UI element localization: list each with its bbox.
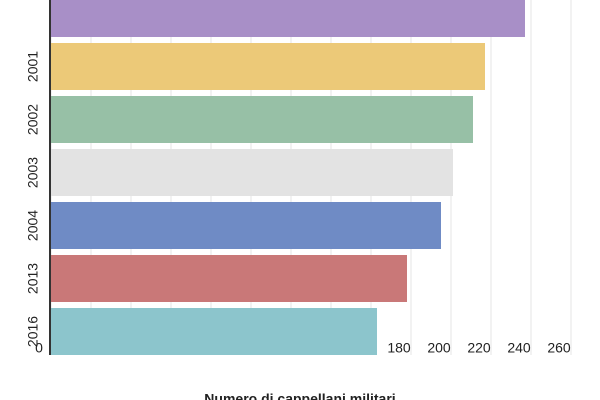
x-tick-label: 240 [507,340,531,356]
bar [51,96,473,143]
x-axis-title: Numero di cappellani militari [204,391,395,400]
y-tick-label: 2016 [25,316,41,347]
x-tick-label: 260 [547,340,571,356]
bar [51,0,525,37]
bar [51,255,407,302]
bar [51,202,441,249]
bar [51,43,485,90]
y-tick-label: 2001 [25,51,41,82]
y-tick-label: 2013 [25,263,41,294]
y-tick-label: 2002 [25,104,41,135]
bar [51,149,453,196]
y-tick-label: 2003 [25,157,41,188]
x-tick-label: 220 [467,340,491,356]
y-tick-label: 2004 [25,210,41,241]
x-tick-label: 0 [35,340,43,356]
x-tick-label: 200 [427,340,451,356]
bar [51,308,377,355]
x-tick-label: 180 [387,340,411,356]
